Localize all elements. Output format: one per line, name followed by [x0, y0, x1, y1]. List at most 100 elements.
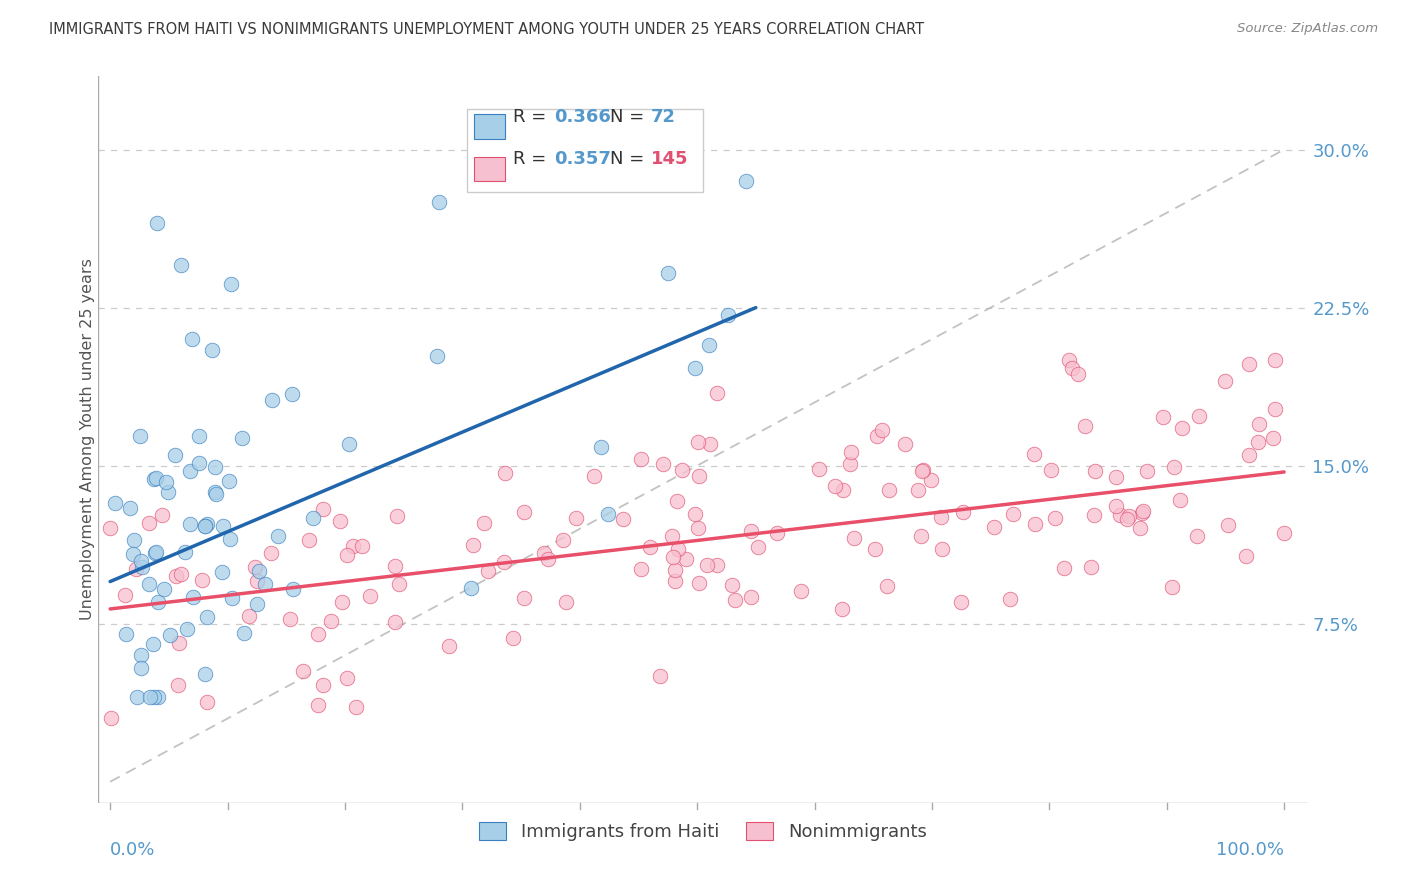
Point	[292, 664, 315, 678]
Point	[931, 541, 953, 556]
Point	[688, 469, 710, 483]
Point	[246, 597, 269, 611]
Point	[1160, 580, 1182, 594]
Point	[245, 559, 267, 574]
Text: IMMIGRANTS FROM HAITI VS NONIMMIGRANTS UNEMPLOYMENT AMONG YOUTH UNDER 25 YEARS C: IMMIGRANTS FROM HAITI VS NONIMMIGRANTS U…	[49, 22, 924, 37]
Point	[426, 349, 449, 363]
Point	[870, 423, 893, 437]
Point	[494, 555, 516, 569]
Point	[181, 590, 204, 604]
Point	[138, 516, 160, 530]
Point	[176, 622, 198, 636]
Point	[139, 690, 162, 705]
Point	[1171, 420, 1194, 434]
Point	[675, 552, 697, 566]
Point	[630, 562, 652, 576]
Point	[1136, 464, 1159, 478]
Text: 72: 72	[651, 108, 676, 127]
Point	[696, 558, 718, 572]
Point	[148, 690, 170, 705]
Point	[131, 560, 153, 574]
Point	[652, 457, 675, 471]
Point	[221, 277, 243, 292]
Point	[104, 496, 127, 510]
Point	[312, 678, 335, 692]
Point	[1152, 410, 1174, 425]
Text: 100.0%: 100.0%	[1216, 841, 1284, 859]
Point	[1104, 470, 1126, 484]
Point	[1185, 529, 1208, 543]
Point	[1163, 459, 1185, 474]
Point	[747, 541, 769, 555]
Text: N =: N =	[610, 108, 650, 127]
Point	[630, 451, 652, 466]
Point	[194, 666, 217, 681]
Point	[159, 628, 181, 642]
Point	[145, 545, 167, 559]
Legend: Immigrants from Haiti, Nonimmigrants: Immigrants from Haiti, Nonimmigrants	[472, 814, 934, 848]
Point	[494, 466, 516, 480]
Point	[460, 581, 482, 595]
Point	[1264, 401, 1286, 416]
Point	[589, 440, 612, 454]
Point	[612, 511, 634, 525]
Point	[686, 435, 709, 450]
Text: 0.0%: 0.0%	[110, 841, 156, 859]
Point	[311, 502, 333, 516]
Point	[876, 579, 898, 593]
Point	[188, 428, 211, 442]
Point	[143, 472, 166, 486]
Point	[950, 594, 973, 608]
Point	[221, 591, 243, 605]
Point	[233, 626, 256, 640]
Point	[807, 462, 830, 476]
Point	[384, 615, 406, 630]
Point	[238, 608, 260, 623]
Point	[683, 507, 706, 521]
Point	[1132, 506, 1154, 520]
Point	[344, 700, 367, 714]
Point	[359, 589, 381, 603]
Point	[839, 445, 862, 459]
Point	[143, 546, 166, 560]
Point	[1215, 375, 1237, 389]
Point	[321, 614, 343, 628]
Point	[699, 436, 721, 450]
Point	[204, 460, 226, 475]
FancyBboxPatch shape	[467, 109, 703, 192]
Point	[166, 568, 188, 582]
Point	[824, 478, 846, 492]
Point	[1024, 517, 1046, 532]
Point	[920, 473, 942, 487]
Point	[1080, 560, 1102, 574]
Point	[740, 591, 762, 605]
Point	[114, 588, 136, 602]
Point	[1115, 512, 1137, 526]
Point	[998, 592, 1021, 607]
Point	[1118, 508, 1140, 523]
Point	[664, 574, 686, 588]
Point	[1216, 517, 1239, 532]
Point	[551, 533, 574, 548]
Point	[195, 695, 218, 709]
Point	[194, 519, 217, 533]
Point	[388, 577, 411, 591]
Point	[98, 521, 121, 535]
Point	[842, 531, 865, 545]
Point	[253, 577, 276, 591]
Point	[267, 529, 290, 543]
Point	[1059, 353, 1081, 368]
Point	[1188, 409, 1211, 423]
Point	[1234, 549, 1257, 563]
Point	[191, 573, 214, 587]
Y-axis label: Unemployment Among Youth under 25 years: Unemployment Among Youth under 25 years	[80, 259, 94, 620]
Point	[128, 428, 150, 442]
Point	[278, 612, 301, 626]
Point	[115, 627, 138, 641]
Point	[1272, 526, 1295, 541]
Point	[686, 521, 709, 535]
Point	[201, 343, 224, 358]
Point	[170, 567, 193, 582]
Point	[281, 582, 304, 596]
Point	[1067, 367, 1090, 381]
